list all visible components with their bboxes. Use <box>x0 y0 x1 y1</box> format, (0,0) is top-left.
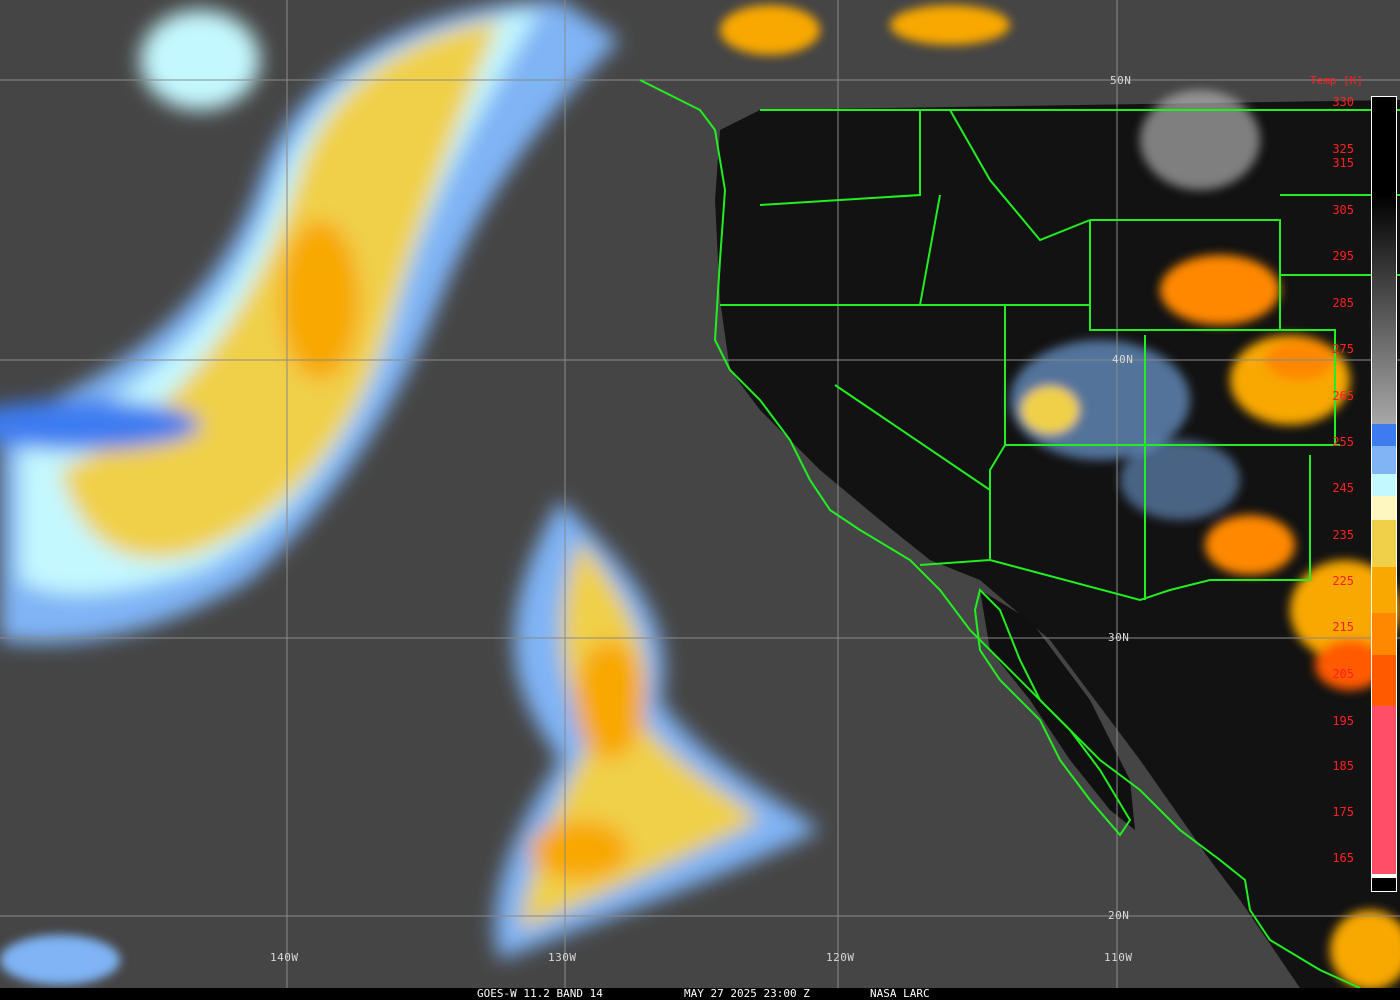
temperature-colorbar <box>1371 96 1397 892</box>
colorbar-tick-label: 295 <box>1332 249 1354 263</box>
lat-label-50n: 50N <box>1110 74 1132 87</box>
colorbar-tick-label: 285 <box>1332 296 1354 310</box>
lon-label-140w: 140W <box>270 951 299 964</box>
colorbar-tick-label: 245 <box>1332 481 1354 495</box>
lon-label-110w: 110W <box>1104 951 1133 964</box>
product-label: GOES-W 11.2 BAND 14 <box>477 987 603 1000</box>
colorbar-tick-label: 215 <box>1332 620 1354 634</box>
political-boundaries <box>639 79 1400 988</box>
colorbar-paleyellow-segment <box>1372 496 1396 520</box>
colorbar-yelloworange-segment <box>1372 567 1396 613</box>
colorbar-tick-label: 205 <box>1332 667 1354 681</box>
lat-label-40n: 40N <box>1112 353 1134 366</box>
colorbar-cyan-segment <box>1372 474 1396 496</box>
colorbar-tick-label: 255 <box>1332 435 1354 449</box>
colorbar-tick-label: 175 <box>1332 805 1354 819</box>
datetime-label: MAY 27 2025 23:00 Z <box>684 987 810 1000</box>
lat-label-30n: 30N <box>1108 631 1130 644</box>
colorbar-blue-segment <box>1372 424 1396 446</box>
caption-bar: GOES-W 11.2 BAND 14 MAY 27 2025 23:00 Z … <box>0 988 1400 1000</box>
colorbar-tick-label: 235 <box>1332 528 1354 542</box>
colorbar-tick-label: 305 <box>1332 203 1354 217</box>
colorbar-tick-label: 225 <box>1332 574 1354 588</box>
colorbar-tick-label: 265 <box>1332 389 1354 403</box>
colorbar-tick-label: 185 <box>1332 759 1354 773</box>
lon-label-130w: 130W <box>548 951 577 964</box>
colorbar-tick-label: 330 <box>1332 95 1354 109</box>
colorbar-tick-label: 315 <box>1332 156 1354 170</box>
colorbar-yellow-segment <box>1372 520 1396 567</box>
colorbar-darkorange-segment <box>1372 655 1396 706</box>
colorbar-cold-end <box>1372 878 1396 891</box>
colorbar-orange-segment <box>1372 613 1396 655</box>
colorbar-tick-label: 325 <box>1332 142 1354 156</box>
baja-coastline <box>973 588 1132 837</box>
state-lines <box>720 109 1400 602</box>
colorbar-divider <box>1372 874 1396 878</box>
coastline <box>639 79 1361 988</box>
colorbar-tick-label: 275 <box>1332 342 1354 356</box>
colorbar-lightblue-segment <box>1372 446 1396 474</box>
cloud-band-pacific <box>0 0 620 644</box>
cloud-band-subtropical <box>494 500 820 960</box>
colorbar-title: Temp [K] <box>1310 74 1363 87</box>
baja-peninsula <box>980 590 1135 830</box>
colorbar-pink-segment <box>1372 706 1396 874</box>
source-label: NASA LARC <box>870 987 930 1000</box>
colorbar-gray-segment <box>1372 97 1396 424</box>
lat-label-20n: 20N <box>1108 909 1130 922</box>
colorbar-tick-label: 195 <box>1332 714 1354 728</box>
colorbar-tick-label: 165 <box>1332 851 1354 865</box>
lon-label-120w: 120W <box>826 951 855 964</box>
